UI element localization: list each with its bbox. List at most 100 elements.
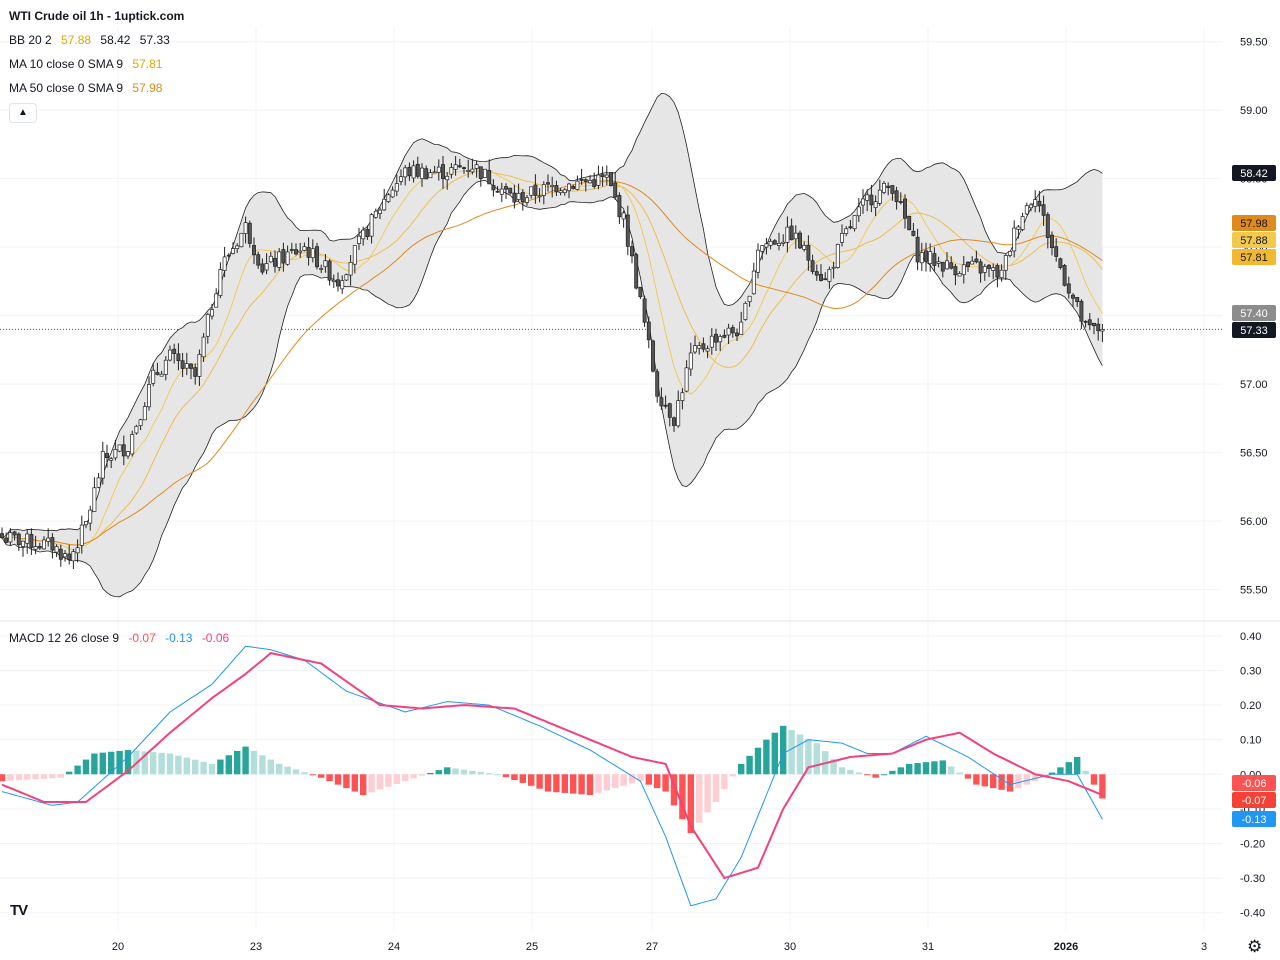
macd-histogram-bar bbox=[376, 774, 384, 790]
candle-body bbox=[252, 245, 256, 256]
macd-histogram-bar bbox=[57, 774, 64, 778]
bb-basis-tag-bg bbox=[1232, 232, 1276, 248]
macd-histogram-bar bbox=[486, 773, 493, 775]
macd-histogram-bar bbox=[234, 750, 241, 775]
macd-histogram-bar bbox=[603, 774, 610, 791]
macd-line-tag-bg bbox=[1232, 811, 1276, 827]
bb-lower-tag: 57.33 bbox=[1240, 325, 1268, 337]
macd-histogram-bar bbox=[66, 771, 73, 775]
macd-histogram-bar bbox=[1082, 770, 1089, 775]
candle-body bbox=[798, 232, 802, 249]
macd-histogram-bar bbox=[410, 774, 417, 779]
macd-histogram-bar bbox=[931, 761, 938, 775]
candle-body bbox=[1083, 320, 1088, 323]
macd-histogram-bar bbox=[326, 774, 333, 782]
candle-body bbox=[277, 251, 282, 268]
candle-body bbox=[1092, 322, 1096, 327]
candle-body bbox=[453, 164, 458, 170]
candle-body bbox=[71, 551, 76, 562]
candle-body bbox=[63, 553, 67, 558]
candle-body bbox=[4, 537, 9, 543]
candle-body bbox=[147, 384, 151, 408]
bb-legend[interactable]: BB 20 2 57.88 58.42 57.33 bbox=[9, 33, 170, 47]
candle-body bbox=[105, 453, 109, 459]
candle-body bbox=[504, 186, 508, 190]
candle-body bbox=[226, 254, 231, 257]
bb-upper-tag: 58.42 bbox=[1240, 168, 1268, 180]
macd-histogram-bar bbox=[805, 738, 812, 775]
candle-body bbox=[554, 185, 559, 193]
macd-axis-tick-label: -0.20 bbox=[1240, 838, 1265, 850]
x-axis-tick-label: 24 bbox=[388, 941, 400, 953]
candle-body bbox=[218, 269, 223, 296]
ma50-legend[interactable]: MA 50 close 0 SMA 9 57.98 bbox=[9, 81, 162, 95]
macd-histogram-bar bbox=[754, 747, 762, 775]
macd-histogram-bar bbox=[578, 774, 585, 795]
candle-body bbox=[516, 193, 521, 200]
candle-body bbox=[945, 260, 949, 270]
candle-body bbox=[386, 194, 391, 202]
price-axis-tick-label: 56.00 bbox=[1240, 516, 1268, 528]
macd-histogram-bar bbox=[477, 771, 484, 775]
ma10-legend[interactable]: MA 10 close 0 SMA 9 57.81 bbox=[9, 57, 162, 71]
macd-histogram-bar bbox=[855, 772, 862, 775]
candle-body bbox=[999, 269, 1004, 279]
candle-body bbox=[781, 241, 786, 244]
candle-body bbox=[172, 348, 177, 354]
candle-body bbox=[785, 226, 790, 243]
candle-body bbox=[357, 235, 361, 245]
candle-body bbox=[903, 198, 907, 219]
candle-body bbox=[1033, 199, 1038, 207]
ma10-value: 57.81 bbox=[132, 57, 163, 71]
candle-body bbox=[583, 179, 588, 182]
macd-histogram-bar bbox=[1099, 774, 1106, 799]
macd-histogram-bar bbox=[973, 774, 980, 785]
gear-icon[interactable]: ⚙ bbox=[1247, 937, 1263, 956]
candle-body bbox=[919, 252, 924, 264]
candle-body bbox=[1058, 258, 1063, 268]
candle-body bbox=[672, 417, 676, 426]
candle-body bbox=[848, 226, 853, 229]
candle-body bbox=[894, 190, 899, 203]
candle-body bbox=[1066, 283, 1071, 294]
candle-body bbox=[42, 539, 46, 550]
candle-body bbox=[865, 194, 870, 201]
macd-histogram-bar bbox=[1057, 767, 1064, 775]
candle-body bbox=[525, 197, 529, 203]
macd-histogram-bar bbox=[284, 766, 291, 775]
candle-body bbox=[235, 245, 240, 249]
candle-body bbox=[499, 188, 504, 195]
candle-body bbox=[835, 244, 840, 268]
bollinger-upper-line bbox=[1, 92, 1103, 539]
macd-histogram-bar bbox=[956, 772, 963, 775]
collapse-legend-button[interactable]: ▲ bbox=[9, 103, 37, 123]
macd-histogram-bar bbox=[586, 774, 594, 796]
ma10-tag: 57.81 bbox=[1240, 252, 1268, 264]
candle-body bbox=[432, 171, 437, 174]
macd-histogram-bar bbox=[771, 732, 778, 775]
ma50-legend-label: MA 50 close 0 SMA 9 bbox=[9, 81, 124, 95]
candle-body bbox=[176, 353, 181, 362]
macd-histogram-bar bbox=[385, 774, 392, 787]
macd-histogram-bar bbox=[91, 753, 98, 775]
x-axis-tick-label: 3 bbox=[1201, 941, 1207, 953]
candle-body bbox=[88, 509, 93, 524]
chart-title: WTI Crude oil 1h - 1uptick.com bbox=[9, 9, 185, 23]
candle-body bbox=[8, 532, 13, 543]
candle-body bbox=[1096, 323, 1101, 332]
candle-body bbox=[823, 278, 828, 281]
candle-body bbox=[949, 262, 954, 269]
candle-body bbox=[201, 336, 206, 358]
candle-body bbox=[457, 165, 462, 168]
candle-body bbox=[693, 345, 697, 353]
candle-body bbox=[403, 167, 408, 178]
macd-histogram-bar bbox=[0, 774, 6, 782]
candle-body bbox=[1012, 227, 1017, 252]
candle-body bbox=[655, 371, 660, 397]
tradingview-logo[interactable]: TV bbox=[10, 902, 28, 919]
macd-histogram-bar bbox=[1015, 774, 1022, 789]
candle-body bbox=[877, 189, 882, 204]
macd-line-tag: -0.13 bbox=[1241, 814, 1266, 826]
macd-legend[interactable]: MACD 12 26 close 9 -0.07 -0.13 -0.06 bbox=[9, 631, 229, 645]
